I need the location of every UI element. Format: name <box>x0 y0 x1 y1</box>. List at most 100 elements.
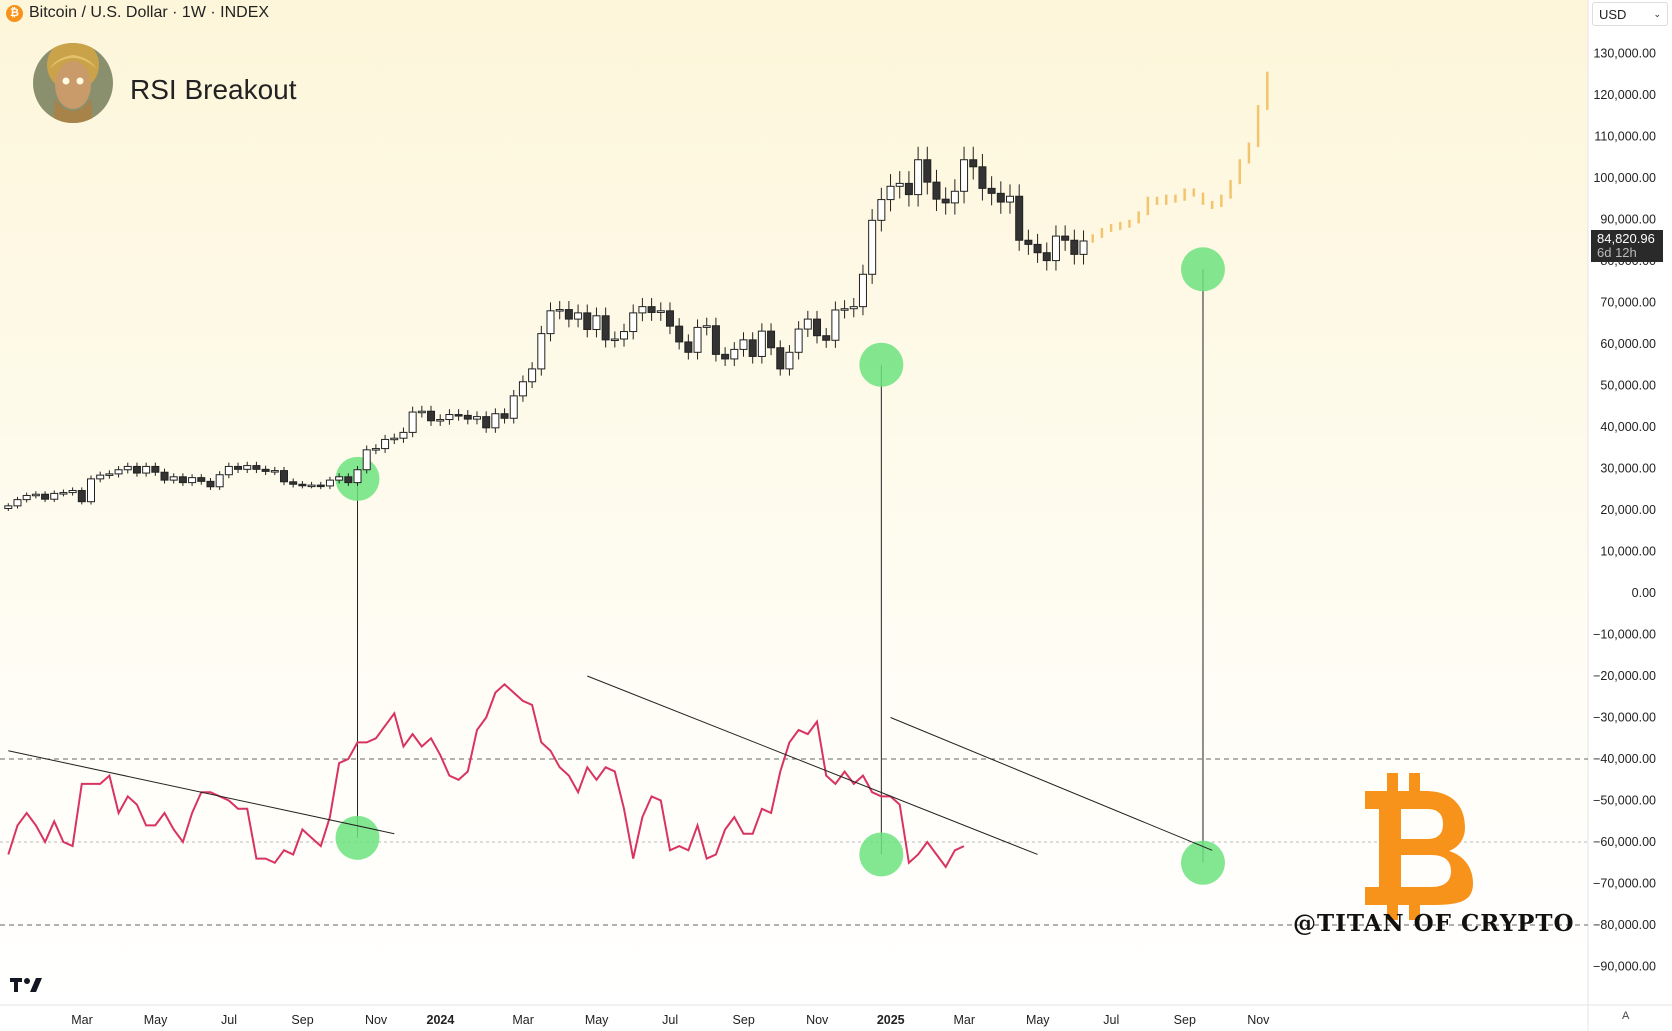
y-tick-label: 10,000.00 <box>1600 545 1656 559</box>
candle-body <box>776 347 785 370</box>
y-tick-label: 0.00 <box>1632 586 1656 600</box>
candle-body <box>298 483 307 487</box>
candle-body <box>1006 195 1014 203</box>
candle-body <box>188 477 197 484</box>
candle-body <box>601 315 610 341</box>
candle-body <box>1061 235 1070 241</box>
last-price-badge: 84,820.96 6d 12h <box>1591 230 1663 262</box>
x-tick-label: Mar <box>953 1013 975 1027</box>
candle-body <box>215 474 224 488</box>
y-tick-label: −50,000.00 <box>1593 794 1656 808</box>
y-tick-label: −70,000.00 <box>1593 877 1656 891</box>
candle-body <box>868 219 877 275</box>
y-tick-label: −80,000.00 <box>1593 918 1656 932</box>
x-tick-label: May <box>144 1013 168 1027</box>
candle-body <box>279 470 288 483</box>
candle-body <box>160 471 169 481</box>
y-tick-label: −20,000.00 <box>1593 669 1656 683</box>
candle-body <box>1051 235 1060 262</box>
bitcoin-logo-icon <box>1365 773 1473 920</box>
candle-body <box>757 330 766 357</box>
x-tick-label: Nov <box>1247 1013 1270 1027</box>
rsi-trendline <box>890 717 1213 851</box>
symbol-header[interactable]: ₿ Bitcoin / U.S. Dollar · 1W · INDEX <box>6 4 269 22</box>
y-tick-label: 130,000.00 <box>1593 47 1656 61</box>
candle-body <box>234 465 243 470</box>
currency-select[interactable]: USD ⌄ <box>1592 2 1668 26</box>
candle-body <box>1070 239 1079 255</box>
x-tick-label: Jul <box>662 1013 678 1027</box>
candle-body <box>59 492 68 495</box>
candle-body <box>555 309 564 312</box>
breakout-highlights <box>335 247 1225 885</box>
candle-body <box>803 318 812 330</box>
rsi-breakout-highlight <box>1180 840 1225 885</box>
x-tick-label: May <box>1026 1013 1050 1027</box>
candle-body <box>840 308 849 311</box>
y-tick-label: 40,000.00 <box>1600 420 1656 434</box>
y-tick-label: −60,000.00 <box>1593 835 1656 849</box>
x-tick-label: Sep <box>291 1013 313 1027</box>
candle-body <box>629 312 638 333</box>
candle-body <box>132 465 141 474</box>
last-price-value: 84,820.96 <box>1597 231 1655 246</box>
candle-body <box>13 499 22 507</box>
candle-body <box>417 410 426 414</box>
candle-body <box>390 437 399 441</box>
candle-body <box>77 489 86 503</box>
watermark-text: @TITAN OF CRYPTO <box>1293 910 1575 937</box>
candle-body <box>546 310 555 335</box>
candle-body <box>22 494 31 501</box>
x-axis-ticks: Mar May Jul Sep Nov 2024 Mar May Jul Sep Nov 2025 Ma… <box>71 1013 1270 1027</box>
candle-body <box>87 478 95 503</box>
auto-scale-button[interactable]: A <box>1622 1010 1630 1022</box>
y-axis-panel <box>1588 0 1672 1031</box>
price-breakout-highlight <box>859 342 904 387</box>
candle-body <box>335 476 344 481</box>
candle-body <box>4 505 13 509</box>
candle-body <box>914 159 923 196</box>
y-tick-label: 60,000.00 <box>1600 337 1656 351</box>
candle-body <box>482 416 491 429</box>
candle-body <box>960 159 969 192</box>
y-tick-label: −90,000.00 <box>1593 960 1656 974</box>
candle-body <box>472 416 481 420</box>
candle-body <box>638 306 647 314</box>
tradingview-logo-icon[interactable] <box>10 976 42 999</box>
candle-body <box>711 325 720 355</box>
candle-body <box>362 449 371 471</box>
x-tick-label: Jul <box>221 1013 237 1027</box>
rsi-breakout-highlight <box>859 832 904 877</box>
plot-background <box>0 0 1588 1005</box>
y-tick-label: −40,000.00 <box>1593 752 1656 766</box>
currency-label: USD <box>1599 6 1627 22</box>
candle-body <box>950 190 959 204</box>
candle-body <box>261 468 270 472</box>
y-tick-label: 90,000.00 <box>1600 213 1656 227</box>
candlesticks <box>4 146 1088 512</box>
candle-body <box>491 413 500 429</box>
candle-body <box>224 465 233 476</box>
candle-body <box>353 469 362 484</box>
candle-body <box>142 465 151 474</box>
y-tick-label: −10,000.00 <box>1593 628 1656 642</box>
candle-body <box>665 310 674 327</box>
candle-body <box>675 325 684 343</box>
candle-body <box>381 438 390 450</box>
y-tick-label: 50,000.00 <box>1600 379 1656 393</box>
candle-body <box>454 414 463 417</box>
candle-body <box>50 492 59 500</box>
y-tick-label: 30,000.00 <box>1600 462 1656 476</box>
candle-body <box>969 159 978 168</box>
candle-body <box>813 318 822 337</box>
candle-body <box>518 381 527 397</box>
candle-body <box>307 484 316 488</box>
candle-body <box>702 325 711 328</box>
candle-body <box>684 341 693 353</box>
x-tick-label: May <box>585 1013 609 1027</box>
candle-body <box>436 419 445 422</box>
candle-body <box>987 187 996 194</box>
x-tick-label: Sep <box>1174 1013 1196 1027</box>
candle-body <box>1079 240 1088 255</box>
